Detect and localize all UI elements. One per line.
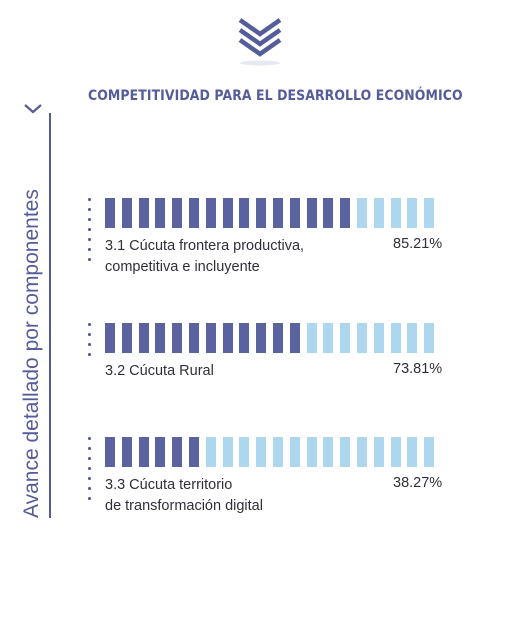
progress-segment-filled	[205, 198, 216, 228]
component-percent: 73.81%	[393, 361, 443, 377]
progress-segment-filled	[189, 437, 199, 467]
progress-segment-filled	[105, 198, 115, 228]
progress-segment-filled	[155, 323, 166, 353]
progress-segment-empty	[373, 323, 384, 353]
progress-segment-filled	[105, 437, 115, 467]
progress-segment-empty	[357, 323, 367, 353]
chevron-right-icon	[24, 104, 42, 114]
progress-segment-filled	[289, 323, 300, 353]
progress-segment-empty	[306, 437, 317, 467]
progress-segment-empty	[256, 437, 267, 467]
progress-segment-empty	[222, 437, 233, 467]
progress-segment-filled	[138, 323, 149, 353]
progress-segment-filled	[155, 437, 166, 467]
progress-segment-empty	[357, 437, 367, 467]
progress-segment-empty	[373, 198, 384, 228]
component-label-line1: 3.1 Cúcuta frontera productiva,	[105, 238, 305, 254]
section-title: COMPETITIVIDAD PARA EL DESARROLLO ECONÓM…	[88, 88, 463, 104]
component-label-line2: competitiva e incluyente	[105, 259, 260, 275]
dots-decoration	[88, 437, 94, 507]
progress-segment-empty	[289, 437, 300, 467]
progress-segment-filled	[239, 198, 250, 228]
progress-segment-empty	[424, 198, 435, 228]
progress-segment-empty	[407, 437, 418, 467]
progress-segment-filled	[306, 198, 317, 228]
progress-segment-empty	[239, 437, 250, 467]
progress-segment-filled	[189, 198, 199, 228]
component-percent: 38.27%	[393, 475, 443, 491]
dots-decoration	[88, 323, 94, 363]
progress-segment-empty	[323, 437, 334, 467]
progress-segment-filled	[172, 437, 183, 467]
progress-segment-empty	[390, 323, 401, 353]
progress-segment-filled	[289, 198, 300, 228]
progress-segment-filled	[121, 437, 132, 467]
progress-segment-filled	[189, 323, 199, 353]
progress-segment-empty	[340, 437, 351, 467]
dots-decoration	[88, 198, 94, 268]
progress-segment-empty	[424, 437, 435, 467]
progress-segment-empty	[340, 323, 351, 353]
progress-segment-filled	[121, 198, 132, 228]
component-percent: 85.21%	[393, 236, 443, 252]
progress-segment-filled	[138, 437, 149, 467]
component-label: 3.1 Cúcuta frontera productiva, competit…	[105, 236, 304, 278]
component-label: 3.2 Cúcuta Rural	[105, 361, 214, 382]
progress-segment-empty	[273, 437, 283, 467]
side-label-underline	[49, 113, 51, 518]
component-label-line1: 3.2 Cúcuta Rural	[105, 363, 214, 379]
progress-segment-empty	[407, 323, 418, 353]
progress-segment-empty	[390, 437, 401, 467]
progress-segment-filled	[172, 198, 183, 228]
progress-segment-filled	[256, 323, 267, 353]
progress-segment-empty	[407, 198, 418, 228]
progress-segment-filled	[323, 198, 334, 228]
progress-segment-empty	[323, 323, 334, 353]
progress-segment-filled	[239, 323, 250, 353]
component-label-line2: de transformación digital	[105, 498, 263, 514]
progress-segment-filled	[222, 198, 233, 228]
progress-segment-filled	[172, 323, 183, 353]
chevrons-down-icon	[236, 16, 284, 68]
progress-segment-filled	[273, 198, 283, 228]
progress-segment-empty	[357, 198, 367, 228]
side-label-text: Avance detallado por componentes	[20, 189, 43, 518]
progress-segment-filled	[273, 323, 283, 353]
progress-segment-filled	[340, 198, 351, 228]
progress-segment-empty	[205, 437, 216, 467]
progress-segment-filled	[222, 323, 233, 353]
progress-segment-filled	[105, 323, 115, 353]
progress-segment-empty	[424, 323, 435, 353]
progress-segment-filled	[256, 198, 267, 228]
component-label-line1: 3.3 Cúcuta territorio	[105, 477, 233, 493]
progress-segment-empty	[306, 323, 317, 353]
component-label: 3.3 Cúcuta territorio de transformación …	[105, 475, 263, 517]
progress-segment-empty	[373, 437, 384, 467]
progress-segment-filled	[121, 323, 132, 353]
progress-segment-empty	[390, 198, 401, 228]
progress-segment-filled	[155, 198, 166, 228]
side-label: Avance detallado por componentes	[14, 78, 54, 518]
progress-segment-filled	[138, 198, 149, 228]
progress-segment-filled	[205, 323, 216, 353]
